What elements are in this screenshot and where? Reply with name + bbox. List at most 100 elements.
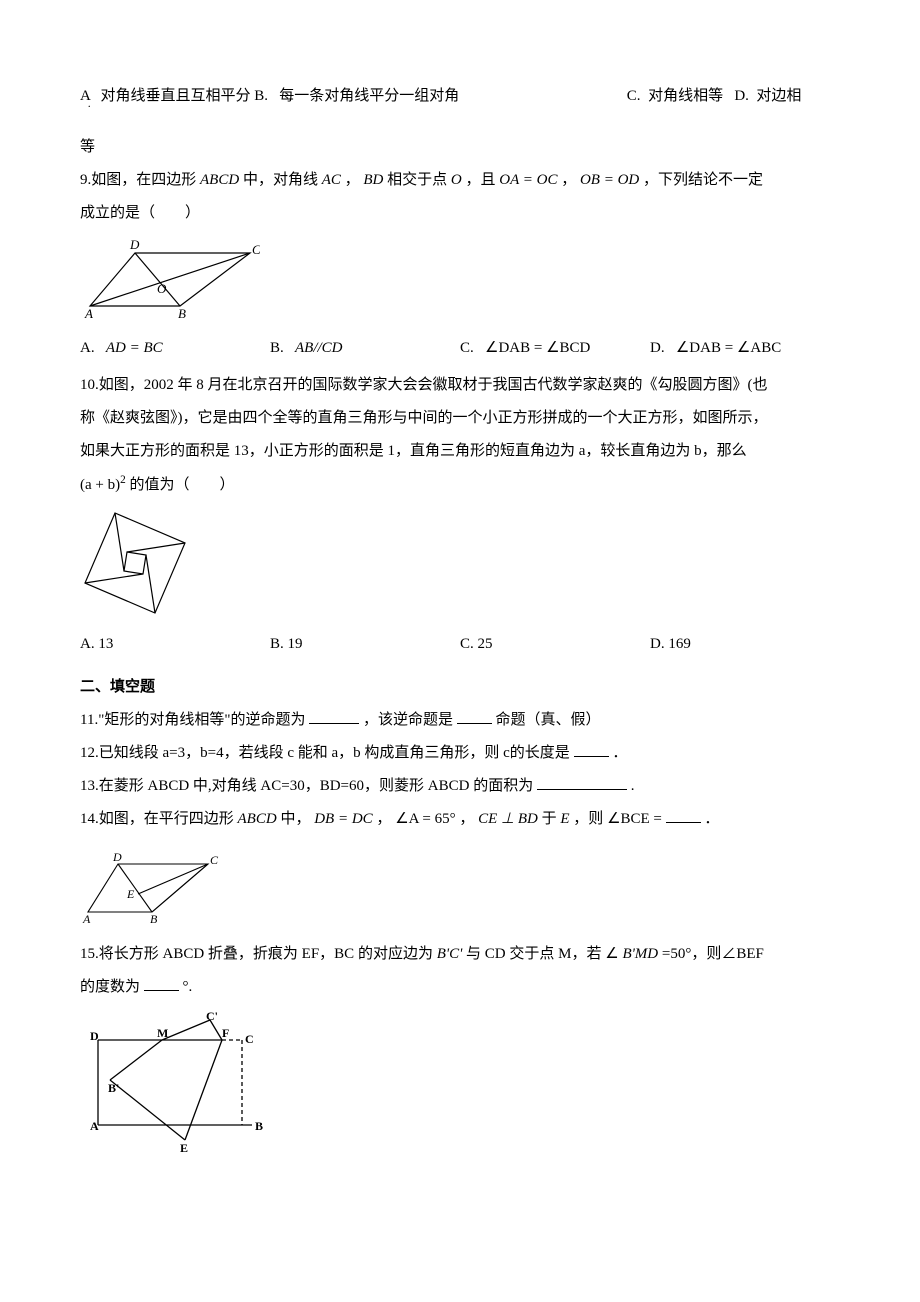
- q9-opt-A: A. AD = BC: [80, 332, 270, 365]
- q9-opt-D: D. ∠DAB = ∠ABC: [650, 332, 840, 365]
- q9-comma1: ，: [345, 172, 360, 188]
- q15-line2: 的度数为 °.: [80, 971, 840, 1004]
- q8-C-label: C.: [627, 88, 641, 104]
- q14-fig-B: B: [150, 912, 158, 926]
- q12-a: 12.已知线段 a=3，b=4，若线段 c 能和 a，b 构成直角三角形，则 c…: [80, 745, 570, 761]
- q14-fig-A: A: [82, 912, 91, 926]
- q11-a: 11."矩形的对角线相等"的逆命题为: [80, 712, 305, 728]
- q8-D-text: 对边相: [756, 88, 801, 104]
- q8-B-text: 每一条对角线平分一组对角: [279, 88, 459, 104]
- q10-line2: 称《赵爽弦图》)，它是由四个全等的直角三角形与中间的一个小正方形拼成的一个大正方…: [80, 402, 840, 435]
- q14-f: ，则: [573, 811, 603, 827]
- q9-fig-D: D: [129, 237, 140, 252]
- q11-c: 命题（真、假）: [495, 712, 600, 728]
- q13: 13.在菱形 ABCD 中,对角线 AC=30，BD=60，则菱形 ABCD 的…: [80, 770, 840, 803]
- q15-blank: [144, 977, 179, 992]
- q15-fig-A: A: [90, 1119, 99, 1133]
- q10-options: A. 13 B. 19 C. 25 D. 169: [80, 628, 840, 661]
- q9-stem-a: 9.如图，在四边形: [80, 172, 196, 188]
- q14: 14.如图，在平行四边形 ABCD 中， DB = DC ， ∠A = 65° …: [80, 803, 840, 836]
- q14-d: ，: [459, 811, 474, 827]
- q9-options: A. AD = BC B. AB//CD C. ∠DAB = ∠BCD D. ∠…: [80, 332, 840, 365]
- q15-fig-B: B: [255, 1119, 263, 1133]
- q14-b: 中，: [280, 811, 310, 827]
- q9-eq1: OA = OC: [499, 172, 557, 188]
- q8-C-text: 对角线相等: [648, 88, 723, 104]
- q14-blank: [666, 809, 701, 824]
- q9-o: O: [451, 172, 462, 188]
- q15-line1: 15.将长方形 ABCD 折叠，折痕为 EF，BC 的对应边为 B'C' 与 C…: [80, 938, 840, 971]
- q15-fig-Bp: B': [108, 1081, 119, 1095]
- q14-fig-D: D: [112, 850, 122, 864]
- q9-fig-B: B: [178, 306, 186, 321]
- q8-dot: .: [88, 96, 91, 110]
- q12-blank: [574, 743, 609, 758]
- q14-c: ，: [376, 811, 391, 827]
- q9-ac: AC: [322, 172, 341, 188]
- q15-a: 15.将长方形 ABCD 折叠，折痕为 EF，BC 的对应边为: [80, 946, 433, 962]
- q15-fig-D: D: [90, 1029, 99, 1043]
- q11: 11."矩形的对角线相等"的逆命题为 ，该逆命题是 命题（真、假）: [80, 704, 840, 737]
- q15-fig-E: E: [180, 1141, 188, 1155]
- q9-stem-b: 中，对角线: [243, 172, 318, 188]
- q10-figure: [80, 508, 190, 618]
- q10-expr: (a + b): [80, 477, 120, 493]
- q8-options-line1: A . 对角线垂直且互相平分 B. 每一条对角线平分一组对角 C. 对角线相等 …: [80, 80, 840, 113]
- q15-fig-F: F: [222, 1026, 229, 1040]
- q14-eq1: DB = DC: [314, 811, 372, 827]
- section2-head: 二、填空题: [80, 671, 840, 704]
- q14-eq4: ∠BCE =: [607, 811, 662, 827]
- q14-eq3: CE ⊥ BD: [478, 811, 538, 827]
- q9-fig-O: O: [157, 281, 167, 296]
- q15-bmd: B'MD: [622, 946, 658, 962]
- q9-B-label: B.: [270, 340, 284, 356]
- q10-opt-D: D. 169: [650, 628, 840, 661]
- q9-eq2: OB = OD: [580, 172, 639, 188]
- q14-figure: A B C D E: [80, 850, 220, 928]
- q9-abcd: ABCD: [200, 172, 239, 188]
- q11-blank1: [309, 710, 359, 725]
- q9-figure: A B C D O: [80, 236, 260, 322]
- q12: 12.已知线段 a=3，b=4，若线段 c 能和 a，b 构成直角三角形，则 c…: [80, 737, 840, 770]
- q9-opt-C: C. ∠DAB = ∠BCD: [460, 332, 650, 365]
- q15-bc: B'C': [437, 946, 463, 962]
- q9-A-text: AD = BC: [106, 340, 163, 356]
- q14-eq2: ∠A = 65°: [395, 811, 455, 827]
- q15-fig-C: C: [245, 1032, 254, 1046]
- q14-g: ．: [704, 811, 719, 827]
- q13-b: .: [631, 778, 635, 794]
- q11-b: ，该逆命题是: [363, 712, 453, 728]
- q15-e: °.: [183, 979, 193, 995]
- q14-a: 14.如图，在平行四边形: [80, 811, 234, 827]
- q15-c: =50°，则∠BEF: [662, 946, 764, 962]
- q9-fig-C: C: [252, 242, 260, 257]
- q10-line3: 如果大正方形的面积是 13，小正方形的面积是 1，直角三角形的短直角边为 a，较…: [80, 435, 840, 468]
- q15-d: 的度数为: [80, 979, 140, 995]
- q15-b: 与 CD 交于点 M，若: [466, 946, 601, 962]
- q10-line4b: 的值为（ ）: [129, 477, 234, 493]
- q9-A-label: A.: [80, 340, 95, 356]
- q13-blank: [537, 776, 627, 791]
- q14-abcd: ABCD: [238, 811, 277, 827]
- q10-line1: 10.如图，2002 年 8 月在北京召开的国际数学家大会会徽取材于我国古代数学…: [80, 369, 840, 402]
- q9-D-label: D.: [650, 340, 665, 356]
- q14-fig-E: E: [126, 887, 135, 901]
- q10-opt-B: B. 19: [270, 628, 460, 661]
- q15-figure: A B C D E F M B' C': [80, 1010, 270, 1155]
- q8-cont: 等: [80, 131, 840, 164]
- q9-stem-c: 相交于点: [387, 172, 447, 188]
- q9-comma2: ，: [561, 172, 576, 188]
- q9-C-text: ∠DAB = ∠BCD: [485, 340, 590, 356]
- q9-C-label: C.: [460, 340, 474, 356]
- q9-bd: BD: [363, 172, 383, 188]
- q11-blank2: [457, 710, 492, 725]
- q9-stem-line1: 9.如图，在四边形 ABCD 中，对角线 AC ， BD 相交于点 O ，且 O…: [80, 164, 840, 197]
- q9-opt-B: B. AB//CD: [270, 332, 460, 365]
- q14-fig-C: C: [210, 853, 219, 867]
- q13-a: 13.在菱形 ABCD 中,对角线 AC=30，BD=60，则菱形 ABCD 的…: [80, 778, 533, 794]
- q12-b: ．: [612, 745, 627, 761]
- q15-fig-M: M: [157, 1026, 168, 1040]
- q14-e: 于: [542, 811, 557, 827]
- q9-stem-e: ，下列结论不一定: [643, 172, 763, 188]
- q10-opt-C: C. 25: [460, 628, 650, 661]
